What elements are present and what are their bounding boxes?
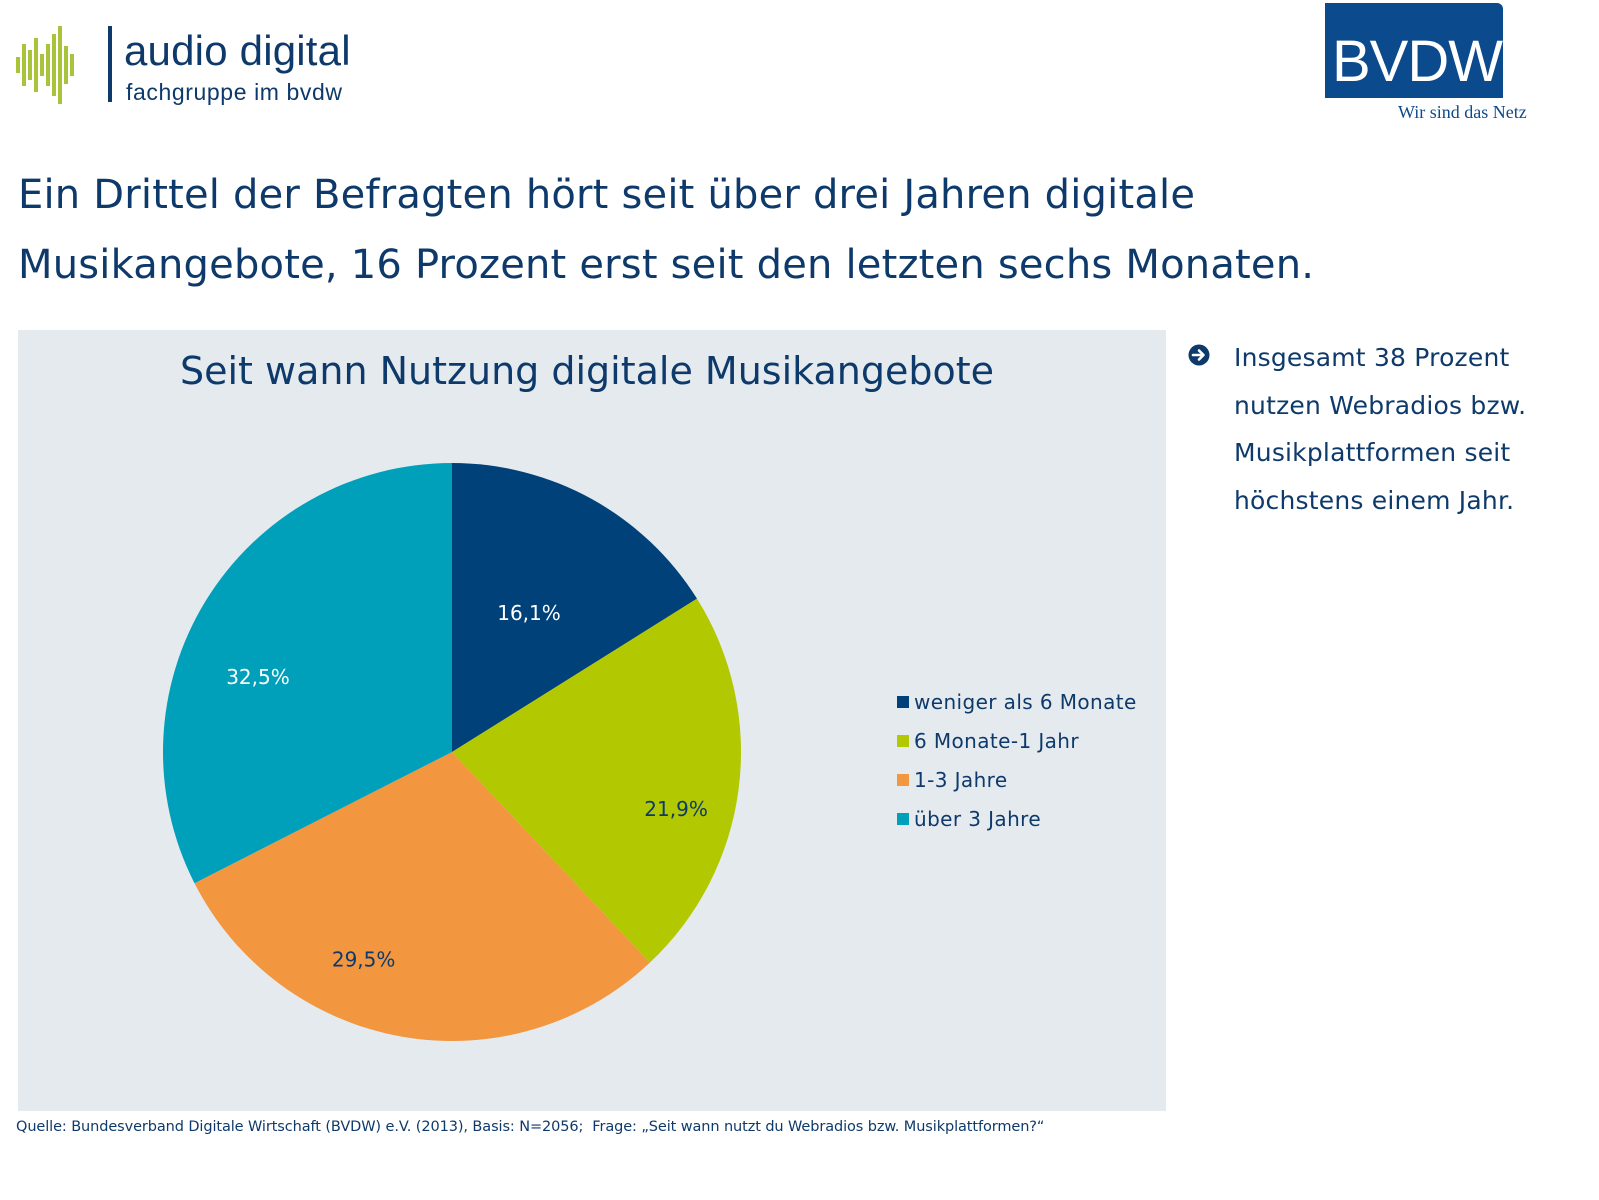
legend-swatch: [897, 812, 909, 825]
legend-swatch: [897, 773, 909, 786]
slice-data-label: 21,9%: [644, 797, 708, 821]
audio-digital-brand: audio digital: [124, 27, 351, 74]
arrow-circle-right-icon: [1188, 344, 1210, 366]
legend-item: weniger als 6 Monate: [897, 682, 1137, 721]
pie-slice-3: [194, 752, 650, 1041]
slice-data-label: 29,5%: [332, 947, 396, 971]
source-note: Quelle: Bundesverband Digitale Wirtschaf…: [16, 1119, 1045, 1135]
legend-swatch: [897, 734, 909, 747]
pie-chart: 16,1% 21,9% 29,5% 32,5%: [163, 463, 741, 1041]
chart-title: Seit wann Nutzung digitale Musikangebote: [179, 349, 994, 393]
slice-data-label: 32,5%: [226, 665, 290, 689]
chart-panel: Seit wann Nutzung digitale Musikangebote…: [18, 330, 1166, 1111]
side-note-text: Insgesamt 38 Prozent nutzen Webradios bz…: [1234, 343, 1527, 515]
legend-label: 6 Monate-1 Jahr: [914, 728, 1080, 753]
slice-data-label: 16,1%: [497, 601, 561, 625]
chart-legend: weniger als 6 Monate 6 Monate-1 Jahr 1-3 J…: [897, 682, 1137, 838]
audio-digital-logo: audio digital fachgruppe im bvdw: [16, 24, 396, 108]
legend-label: weniger als 6 Monate: [914, 689, 1137, 714]
legend-label: 1-3 Jahre: [914, 767, 1008, 792]
bvdw-logo-text: BVDW: [1332, 29, 1503, 94]
pie-slice-1: [452, 463, 697, 752]
sound-wave-icon: [16, 26, 74, 104]
bvdw-logo-box: [1325, 3, 1503, 98]
logo-divider: [108, 26, 112, 102]
bvdw-tagline: Wir sind das Netz: [1398, 102, 1527, 122]
legend-item: 1-3 Jahre: [897, 760, 1137, 799]
legend-item: über 3 Jahre: [897, 799, 1137, 838]
page-headline: Ein Drittel der Befragten hört seit über…: [18, 172, 1315, 288]
pie-slice-2: [452, 598, 741, 963]
legend-swatch: [897, 695, 909, 708]
legend-label: über 3 Jahre: [914, 806, 1042, 831]
legend-item: 6 Monate-1 Jahr: [897, 721, 1137, 760]
pie-slice-4: [163, 463, 453, 884]
audio-digital-subtitle: fachgruppe im bvdw: [126, 79, 343, 105]
